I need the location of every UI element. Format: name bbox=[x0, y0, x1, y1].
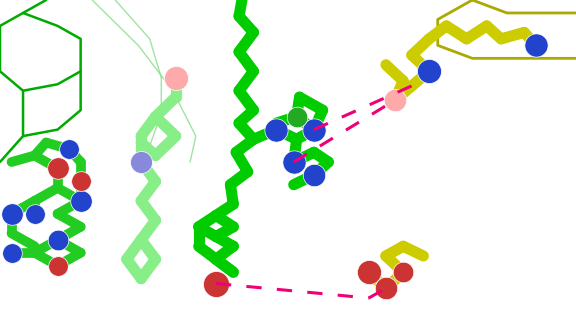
Point bbox=[364, 270, 373, 275]
Point bbox=[399, 270, 408, 275]
Point bbox=[381, 286, 391, 291]
Point bbox=[53, 263, 62, 268]
Point bbox=[53, 237, 62, 242]
Point bbox=[531, 43, 540, 48]
Point bbox=[289, 159, 298, 165]
Point bbox=[137, 159, 146, 165]
Point bbox=[30, 211, 39, 216]
Point bbox=[272, 127, 281, 132]
Point bbox=[309, 127, 319, 132]
Point bbox=[76, 198, 85, 203]
Point bbox=[309, 172, 319, 178]
Point bbox=[53, 166, 62, 171]
Point bbox=[292, 114, 301, 119]
Point bbox=[211, 281, 221, 286]
Point bbox=[76, 179, 85, 184]
Point bbox=[390, 98, 399, 103]
Point bbox=[171, 75, 180, 80]
Point bbox=[7, 250, 16, 255]
Point bbox=[7, 211, 16, 216]
Point bbox=[425, 69, 434, 74]
Point bbox=[65, 146, 74, 152]
